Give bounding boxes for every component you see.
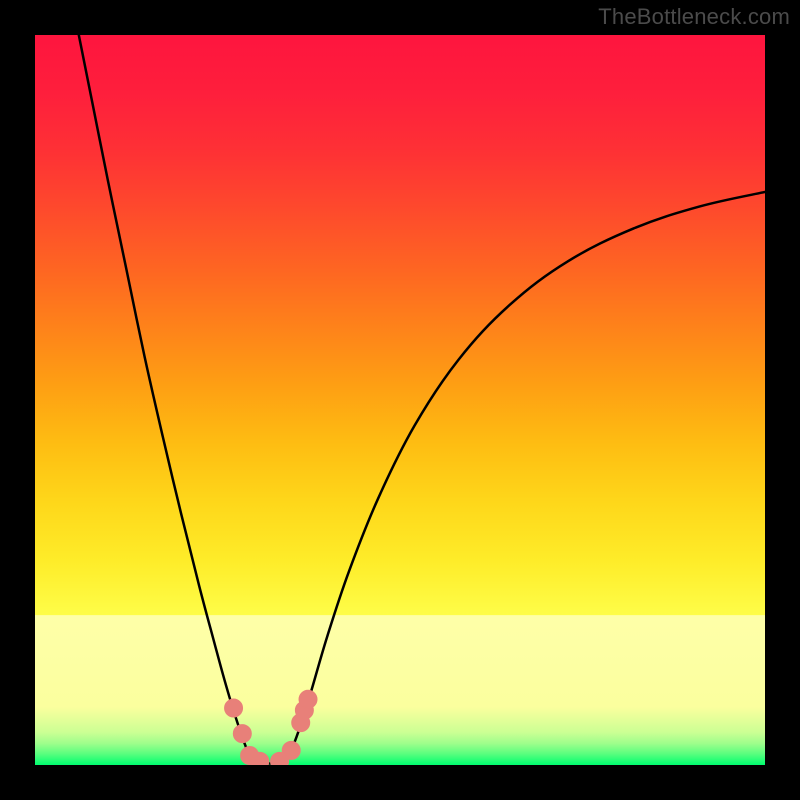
curve-marker bbox=[225, 699, 243, 717]
chart-svg bbox=[35, 35, 765, 765]
watermark-text: TheBottleneck.com bbox=[598, 4, 790, 30]
curve-marker bbox=[233, 725, 251, 743]
image-frame: TheBottleneck.com bbox=[0, 0, 800, 800]
curve-marker bbox=[282, 741, 300, 759]
chart-plot-area bbox=[35, 35, 765, 765]
chart-background-gradient bbox=[35, 35, 765, 765]
curve-marker bbox=[299, 690, 317, 708]
curve-marker bbox=[251, 752, 269, 765]
